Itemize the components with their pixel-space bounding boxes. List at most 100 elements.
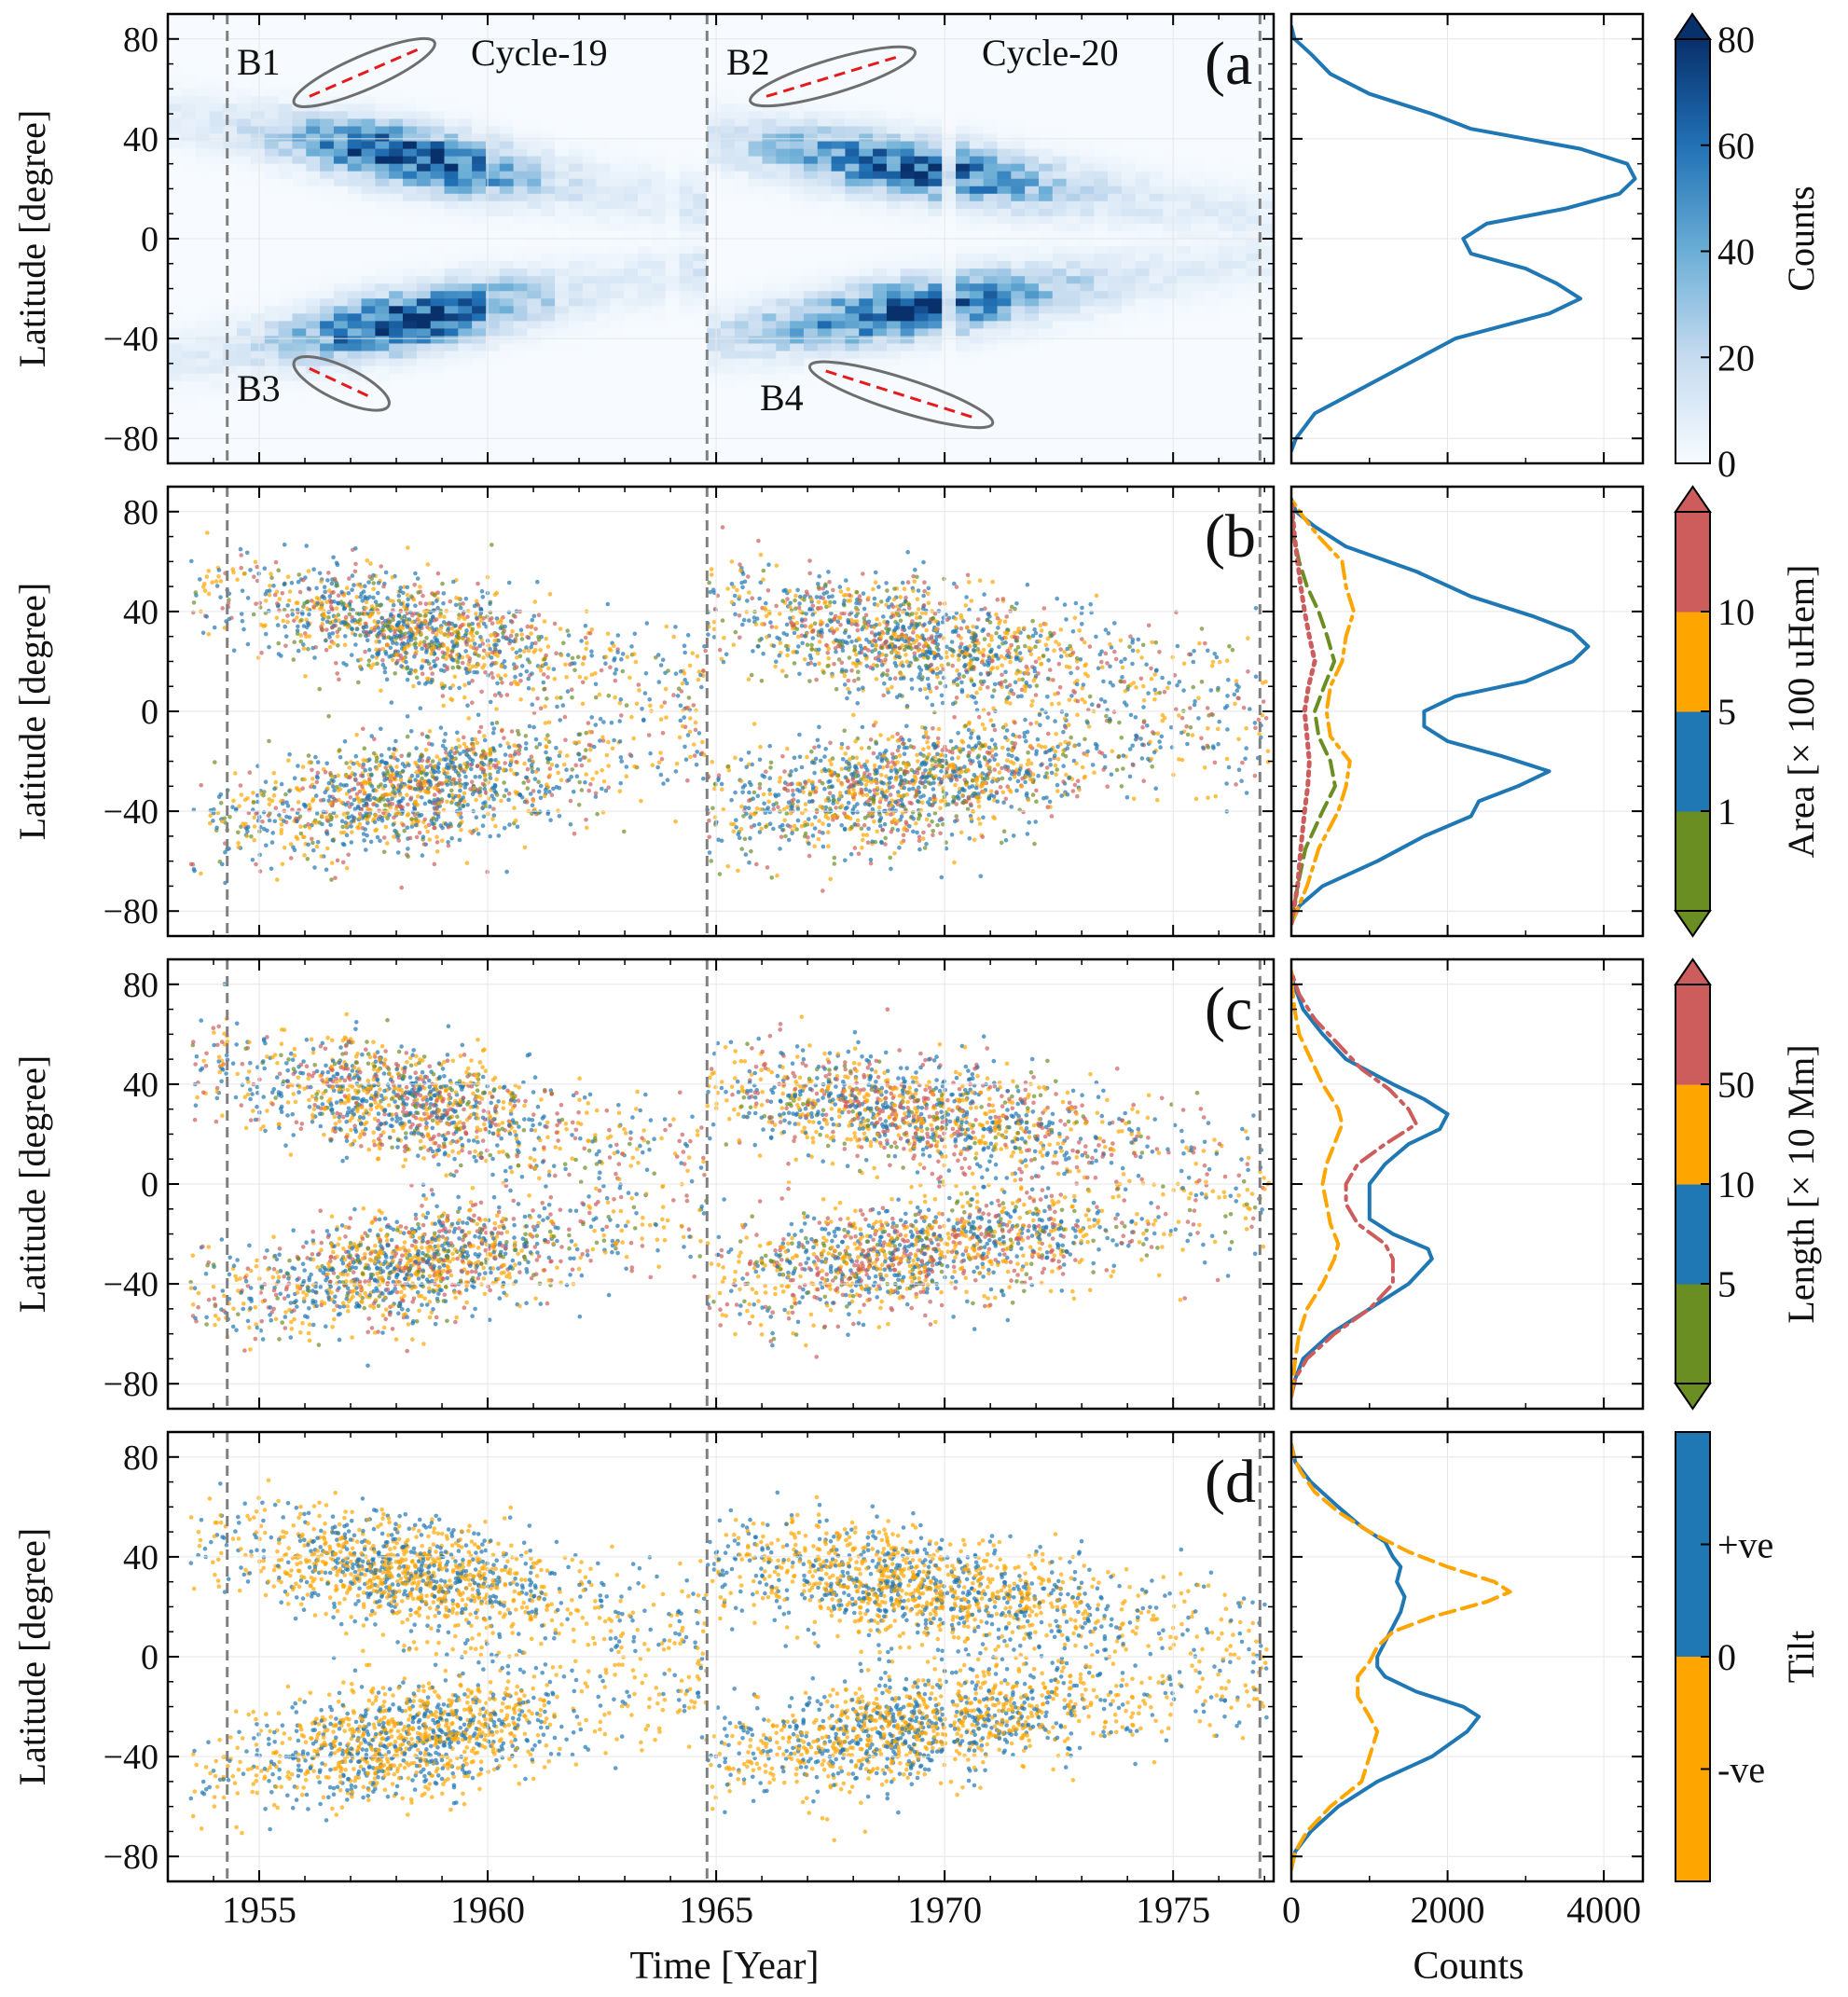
heatmap-cell	[1066, 193, 1082, 202]
heatmap-cell	[1080, 351, 1095, 360]
heatmap-cell	[320, 111, 335, 120]
heatmap-cell	[1038, 223, 1054, 232]
heatmap-cell	[914, 440, 929, 449]
heatmap-cell	[582, 96, 598, 104]
heatmap-cell	[596, 51, 611, 60]
heatmap-cell	[485, 29, 501, 37]
heatmap-cell	[803, 306, 819, 314]
heatmap-cell	[568, 223, 584, 232]
heatmap-cell	[555, 448, 570, 457]
heatmap-cell	[1025, 51, 1040, 60]
heatmap-cell	[748, 178, 764, 187]
heatmap-cell	[651, 111, 667, 120]
heatmap-cell	[845, 388, 860, 397]
heatmap-cell	[638, 178, 653, 187]
heatmap-cell	[803, 403, 819, 412]
heatmap-cell	[250, 239, 266, 247]
boundaries-a	[226, 14, 1262, 463]
heatmap-cell	[472, 351, 487, 360]
heatmap-cell	[1011, 283, 1026, 292]
heatmap-cell	[1094, 336, 1109, 345]
heatmap-cell	[969, 118, 985, 128]
heatmap-cell	[900, 215, 916, 225]
heatmap-cell	[969, 111, 985, 120]
heatmap-cell	[1163, 418, 1178, 427]
heatmap-cell	[734, 200, 750, 210]
heatmap-cell	[209, 380, 224, 390]
heatmap-cell	[803, 380, 819, 390]
heatmap-cell	[983, 200, 999, 210]
heatmap-cell	[1080, 81, 1095, 90]
heatmap-cell	[568, 81, 584, 90]
heatmap-cell	[873, 156, 888, 165]
heatmap-cell	[416, 291, 432, 299]
heatmap-cell	[168, 66, 183, 75]
heatmap-cell	[1121, 36, 1137, 45]
heatmap-cell	[333, 433, 349, 442]
heatmap-cell	[1108, 29, 1123, 37]
heatmap-cell	[1163, 126, 1178, 135]
heatmap-cell	[237, 343, 252, 352]
heatmap-cell	[555, 455, 570, 463]
heatmap-cell	[195, 291, 211, 299]
heatmap-cell	[1246, 336, 1261, 345]
heatmap-cell	[734, 96, 750, 104]
heatmap-cell	[1052, 59, 1068, 67]
heatmap-cell	[679, 373, 694, 382]
heatmap-cell	[181, 126, 197, 135]
heatmap-cell	[1177, 440, 1192, 449]
heatmap-cell	[389, 239, 404, 247]
heatmap-cell	[333, 388, 349, 397]
heatmap-cell	[734, 141, 750, 150]
heatmap-cell	[1135, 81, 1151, 90]
heatmap-cell	[734, 425, 750, 434]
heatmap-cell	[651, 433, 667, 442]
heatmap-cell	[845, 410, 860, 420]
heatmap-cell	[181, 200, 197, 210]
heatmap-cell	[1163, 89, 1178, 97]
heatmap-cell	[278, 186, 294, 195]
heatmap-cell	[762, 14, 777, 22]
heatmap-cell	[873, 29, 888, 37]
heatmap-cell	[983, 133, 999, 143]
heatmap-cell	[845, 81, 860, 90]
heatmap-cell	[1135, 388, 1151, 397]
heatmap-cell	[1038, 118, 1054, 128]
heatmap-cell	[1025, 200, 1040, 210]
heatmap-cell	[333, 269, 349, 277]
heatmap-cell	[458, 269, 473, 277]
heatmap-cell	[790, 433, 805, 442]
heatmap-cell	[333, 358, 349, 367]
heatmap-cell	[1232, 418, 1247, 427]
heatmap-cell	[817, 388, 833, 397]
heatmap-cell	[610, 96, 625, 104]
heatmap-cell	[845, 291, 860, 299]
heatmap-cell	[485, 380, 501, 390]
heatmap-cell	[582, 89, 598, 97]
heatmap-cell	[721, 148, 736, 158]
heatmap-cell	[928, 425, 943, 434]
heatmap-cell	[983, 358, 999, 367]
heatmap-cell	[1025, 373, 1040, 382]
heatmap-cell	[320, 21, 335, 30]
heatmap-cell	[306, 254, 321, 262]
heatmap-cell	[430, 448, 446, 457]
heatmap-cell	[914, 448, 929, 457]
heatmap-cell	[665, 395, 681, 405]
heatmap-cell	[942, 336, 957, 345]
heatmap-cell	[1149, 66, 1164, 75]
heatmap-cell	[914, 215, 929, 225]
heatmap-cell	[803, 36, 819, 45]
heatmap-cell	[997, 336, 1012, 345]
heatmap-cell	[361, 283, 376, 292]
heatmap-cell	[914, 230, 929, 240]
heatmap-cell	[361, 118, 376, 128]
heatmap-cell	[361, 395, 376, 405]
heatmap-cell	[1066, 410, 1082, 420]
heatmap-cell	[1149, 455, 1164, 463]
heatmap-cell	[250, 14, 266, 22]
heatmap-cell	[555, 186, 570, 195]
heatmap-cell	[1066, 200, 1082, 210]
heatmap-cell	[859, 163, 874, 172]
heatmap-cell	[472, 96, 487, 104]
